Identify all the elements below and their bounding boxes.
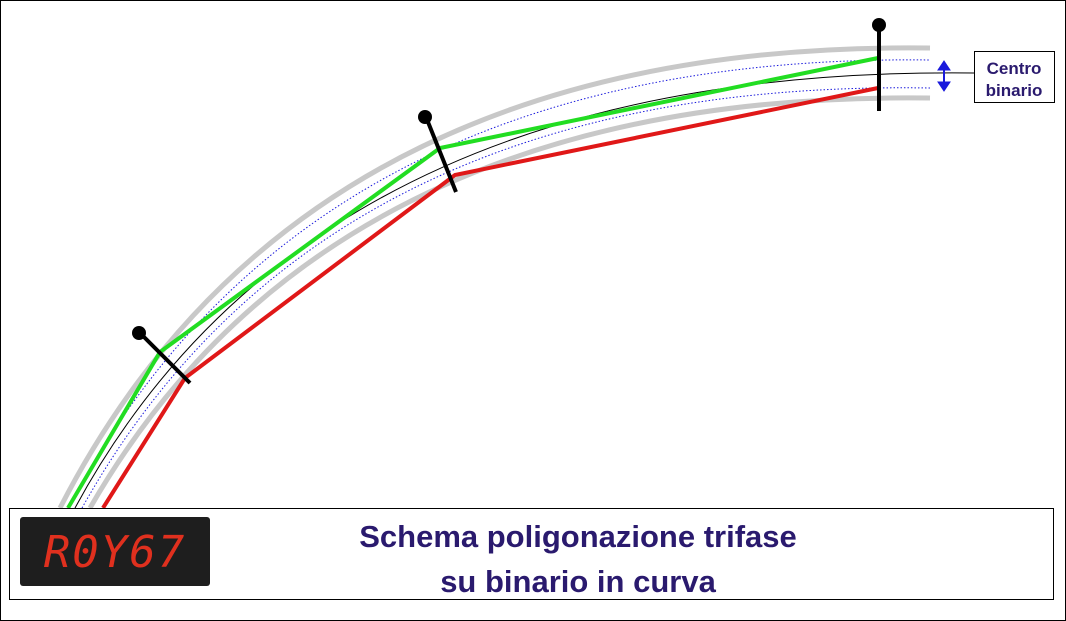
pole-top: [132, 326, 146, 340]
green-wire: [66, 56, 879, 510]
pole: [424, 116, 458, 193]
red-wire: [101, 86, 879, 510]
poles: [138, 25, 881, 385]
pole-top: [418, 110, 432, 124]
label-line: Centro: [987, 59, 1042, 78]
badge: [20, 517, 210, 586]
label-box: [974, 51, 1055, 103]
title-line: Schema poligonazione trifase: [359, 519, 797, 554]
badge-text: R0Y67: [44, 527, 186, 578]
outer-rail: [57, 45, 931, 510]
dotted-line: [81, 87, 931, 509]
title-line: su binario in curva: [440, 564, 716, 599]
label-line: binario: [986, 81, 1043, 100]
dotted-line: [67, 59, 931, 509]
track-center: [74, 72, 976, 509]
pole-top: [872, 18, 886, 32]
offset-arrow: [937, 60, 951, 92]
pole: [138, 331, 192, 385]
inner-rail: [87, 95, 931, 510]
